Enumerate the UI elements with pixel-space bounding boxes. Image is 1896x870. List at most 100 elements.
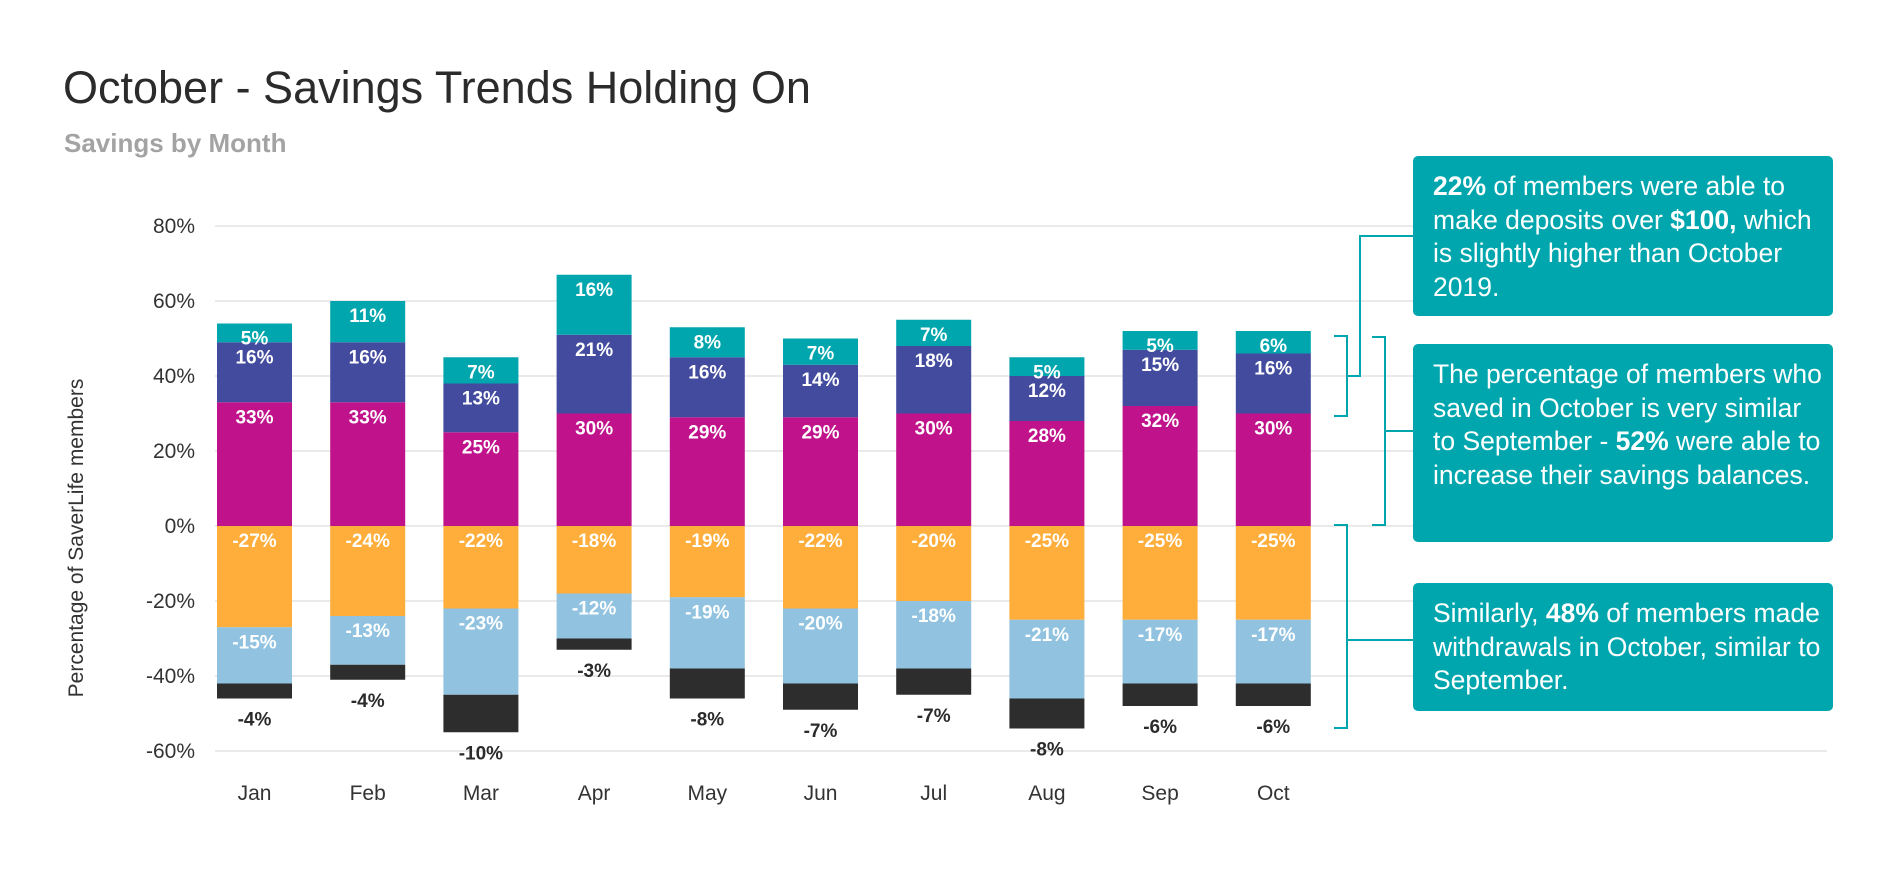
y-axis-ticks: 80% 60% 40% 20% 0% -20% -40% -60%: [146, 215, 195, 763]
x-tick-label: Sep: [1141, 782, 1178, 805]
annotation-savers-text-end: were able to increase their savings bala…: [1433, 426, 1821, 490]
data-label: 29%: [688, 422, 726, 443]
bar-segment: [783, 338, 858, 365]
bracket-savers: [1372, 336, 1413, 526]
data-label: -19%: [685, 531, 729, 552]
data-label: 29%: [801, 422, 839, 443]
bar-segment: [1235, 353, 1311, 414]
bar-segment: [443, 608, 519, 695]
bar-segment: [783, 608, 858, 684]
data-label: -6%: [1143, 717, 1177, 738]
bar-segment: [443, 526, 519, 609]
bar-segment: [669, 526, 745, 598]
data-label: -25%: [1138, 531, 1182, 552]
bar-segment: [556, 413, 632, 526]
x-tick-label: Oct: [1257, 782, 1290, 805]
bar-segment: [1009, 619, 1085, 699]
bar-segment: [217, 627, 292, 684]
bars: 33%16%5%-27%-15%-4%33%16%11%-24%-13%-4%2…: [217, 274, 1311, 764]
x-tick-label: Mar: [463, 782, 499, 805]
bar-segment: [443, 694, 519, 733]
annotation-deposits: 22% of members were able to make deposit…: [1413, 156, 1833, 316]
bar-segment: [896, 526, 972, 601]
data-label: 7%: [920, 325, 948, 346]
data-label: 33%: [349, 407, 387, 428]
data-label: 14%: [801, 370, 839, 391]
y-tick-label: 40%: [153, 365, 195, 388]
bar-segment: [330, 342, 406, 403]
bar-segment: [669, 357, 745, 418]
annotation-savers: The percentage of members who saved in O…: [1413, 344, 1833, 542]
annotation-withdrawals-text-end: of members made withdrawals in October, …: [1433, 598, 1821, 695]
data-label: 21%: [575, 340, 613, 361]
bar-segment: [896, 601, 972, 669]
x-tick-label: Jul: [920, 782, 947, 805]
data-label: -22%: [459, 531, 503, 552]
data-label: -20%: [912, 531, 956, 552]
bracket-deposits: [1334, 235, 1413, 417]
bar-segment: [217, 342, 292, 403]
bar-segment: [330, 616, 406, 665]
x-tick-label: Jun: [804, 782, 838, 805]
annotation-deposits-stat: 22%: [1433, 171, 1487, 201]
data-label: 16%: [575, 280, 613, 301]
annotation-deposits-amount: $100,: [1670, 204, 1737, 235]
data-label: 6%: [1260, 336, 1288, 357]
y-tick-label: 60%: [153, 290, 195, 313]
x-tick-label: Aug: [1028, 782, 1065, 805]
data-label: 16%: [688, 362, 726, 383]
data-label: -8%: [690, 710, 724, 731]
y-axis-label: Percentage of SaverLife members: [65, 379, 88, 698]
y-tick-label: 20%: [153, 440, 195, 463]
x-axis-ticks: Jan Feb Mar Apr May Jun Jul Aug Sep Oct: [238, 782, 1290, 805]
y-tick-label: 80%: [153, 215, 195, 238]
y-tick-label: 0%: [165, 515, 195, 538]
data-label: -20%: [798, 614, 842, 635]
data-label: -25%: [1251, 531, 1295, 552]
data-label: 25%: [462, 437, 500, 458]
bar-segment: [1122, 526, 1198, 620]
data-label: 28%: [1028, 426, 1066, 447]
data-label: 11%: [349, 306, 386, 327]
data-label: 5%: [241, 329, 269, 350]
annotation-withdrawals: Similarly, 48% of members made withdrawa…: [1413, 583, 1833, 711]
data-label: -4%: [351, 691, 385, 712]
bracket-withdrawals: [1334, 524, 1413, 729]
bar-segment: [1009, 698, 1085, 729]
x-tick-label: Feb: [350, 782, 386, 805]
bar-segment: [1235, 526, 1311, 620]
data-label: -10%: [459, 743, 503, 764]
data-label: -4%: [238, 710, 272, 731]
data-label: -12%: [572, 599, 616, 620]
data-label: 12%: [1028, 381, 1066, 402]
bar-segment: [556, 593, 632, 639]
bar-segment: [783, 417, 858, 526]
x-tick-label: May: [687, 782, 727, 805]
data-label: 7%: [467, 362, 495, 383]
data-label: -27%: [232, 531, 276, 552]
data-label: 32%: [1141, 411, 1179, 432]
data-label: 8%: [694, 332, 722, 353]
annotation-savers-text: The percentage of members who saved in O…: [1433, 359, 1822, 456]
annotation-deposits-text-end: which is slightly higher than October 20…: [1433, 204, 1812, 302]
bar-segment: [443, 383, 519, 433]
data-label: -25%: [1025, 531, 1069, 552]
data-label: -18%: [572, 531, 616, 552]
bar-segment: [896, 319, 972, 346]
bar-segment: [1122, 619, 1198, 684]
data-label: 30%: [1254, 419, 1292, 440]
data-label: 5%: [1033, 362, 1061, 383]
bar-segment: [896, 668, 972, 695]
bar-segment: [217, 402, 292, 526]
data-label: -17%: [1138, 625, 1182, 646]
data-label: 33%: [235, 407, 273, 428]
bar-segment: [1235, 331, 1311, 354]
data-label: -21%: [1025, 625, 1069, 646]
chart-subtitle: Savings by Month: [64, 128, 287, 158]
data-label: -8%: [1030, 740, 1064, 761]
x-tick-label: Apr: [578, 782, 611, 805]
data-label: 16%: [235, 347, 273, 368]
data-label: -15%: [232, 632, 276, 653]
bar-segment: [783, 683, 858, 710]
